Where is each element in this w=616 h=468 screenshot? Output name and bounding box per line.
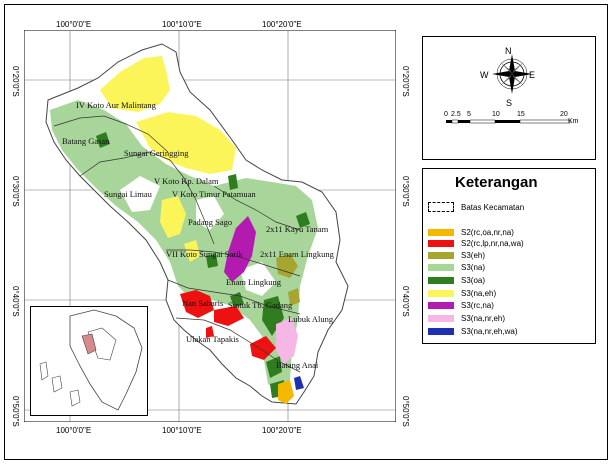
place-ulakan-tapakis: Ulakan Tapakis — [186, 334, 239, 344]
legend-swatch — [428, 202, 454, 212]
legend-label: S2(rc,oa,nr,na) — [461, 227, 514, 237]
top-label-3: 100°20'0"E — [262, 20, 302, 29]
legend-item: S3(na) — [428, 262, 485, 272]
legend-label: S3(na,eh) — [461, 288, 497, 298]
bottom-label-3: 100°20'0"E — [262, 426, 302, 435]
left-label-1: 0°20'0"S — [11, 66, 20, 97]
legend-swatch — [428, 251, 454, 259]
compass-panel — [422, 36, 596, 160]
scale-label-20: 20 — [560, 111, 568, 118]
legend-item: S2(rc,oa,nr,na) — [428, 227, 514, 237]
legend-item: S3(eh) — [428, 250, 485, 260]
zone-s3-na — [50, 100, 318, 392]
place-batang-gasan: Batang Gasan — [62, 136, 110, 146]
legend-item: Batas Kecamatan — [428, 202, 524, 212]
legend-swatch — [428, 228, 454, 236]
left-label-4: 0°50'0"S — [11, 396, 20, 427]
legend-swatch — [428, 327, 454, 335]
legend-label: S3(oa) — [461, 275, 486, 285]
legend-label: S3(eh) — [461, 250, 486, 260]
zone-s2-rc-lp — [180, 290, 276, 360]
bottom-label-1: 100°0'0"E — [56, 426, 92, 435]
left-label-3: 0°40'0"S — [11, 286, 20, 317]
legend-title: Keterangan — [455, 174, 538, 191]
compass-w-label: W — [480, 70, 489, 80]
scale-label-2-5: 2.5 — [451, 111, 461, 118]
scale-label-5: 5 — [467, 111, 471, 118]
top-label-2: 100°10'0"E — [162, 20, 202, 29]
place-enam-lingkung: Enam Lingkung — [226, 277, 282, 287]
legend-swatch — [428, 314, 454, 322]
place-lubuk-alung: Lubuk Alung — [288, 314, 334, 324]
legend-item: S3(na,nr,eh) — [428, 313, 505, 323]
legend-item: S3(oa) — [428, 275, 485, 285]
place-batang-anai: Batang Anai — [276, 360, 319, 370]
place-2x11-enam-lingkung: 2x11 Enam Lingkung — [260, 249, 335, 259]
compass-rose-icon — [492, 54, 532, 94]
place-2x11-kayu-tanam: 2x11 Kayu Tanam — [266, 224, 329, 234]
bottom-label-2: 100°10'0"E — [162, 426, 202, 435]
right-label-3: 0°40'0"S — [401, 286, 410, 317]
place-v-koto-timur: V Koto Timur Patamuan — [172, 189, 256, 199]
zone-s3-rc-na — [224, 216, 256, 282]
legend-label: S3(rc,na) — [461, 300, 494, 310]
scale-label-0: 0 — [444, 111, 448, 118]
place-padang-sago: Padang Sago — [188, 217, 232, 227]
legend-swatch — [428, 301, 454, 309]
legend-item: S3(na,eh) — [428, 288, 496, 298]
zone-s2-rc-oa — [278, 380, 294, 404]
legend-swatch — [428, 289, 454, 297]
place-v-koto-kp-dalam: V Koto Kp. Dalam — [154, 176, 219, 186]
right-label-4: 0°50'0"S — [401, 396, 410, 427]
compass-e-label: E — [529, 70, 536, 80]
legend-item: S3(na,nr,eh,wa) — [428, 326, 517, 336]
zone-s3-na-nr-eh-wa — [294, 376, 304, 390]
map-frame — [4, 4, 608, 460]
scale-label-15: 15 — [517, 111, 525, 118]
place-sintuk: Sintuk Tb. Gadang — [228, 300, 293, 310]
place-sungai-geringging: Sungai Geringging — [124, 148, 189, 158]
legend-label: S3(na) — [461, 262, 486, 272]
top-label-1: 100°0'0"E — [56, 20, 92, 29]
legend-swatch — [428, 239, 454, 247]
right-label-1: 0°20'0"S — [401, 66, 410, 97]
compass-s-label: S — [506, 98, 513, 108]
left-label-2: 0°30'0"S — [11, 176, 20, 207]
place-iv-koto: IV Koto Aur Malintang — [76, 100, 157, 110]
right-label-2: 0°30'0"S — [401, 176, 410, 207]
place-nan-sabaris: Nan Sabaris — [182, 298, 223, 308]
zone-s3-na-nr-eh — [276, 318, 298, 364]
legend-label: S3(na,nr,eh) — [461, 313, 506, 323]
place-vii-koto: VII Koto Sungai Sarik — [166, 249, 243, 259]
place-sungai-limau: Sungai Limau — [104, 189, 153, 199]
legend-swatch — [428, 263, 454, 271]
legend-swatch — [428, 276, 454, 284]
zone-s3-na-eh — [100, 56, 170, 112]
compass-n-label: N — [505, 46, 512, 56]
zone-s3-eh — [276, 254, 300, 306]
scale-bar — [446, 119, 571, 124]
legend-label: S3(na,nr,eh,wa) — [461, 326, 518, 336]
legend-item: S3(rc,na) — [428, 300, 494, 310]
scale-label-10: 10 — [492, 111, 500, 118]
legend-item: S2(rc,lp,nr,na,wa) — [428, 238, 524, 248]
scale-unit: Km — [568, 118, 579, 125]
legend-label: Batas Kecamatan — [461, 202, 525, 212]
legend-label: S2(rc,lp,nr,na,wa) — [461, 238, 524, 248]
inset-map — [30, 306, 148, 416]
